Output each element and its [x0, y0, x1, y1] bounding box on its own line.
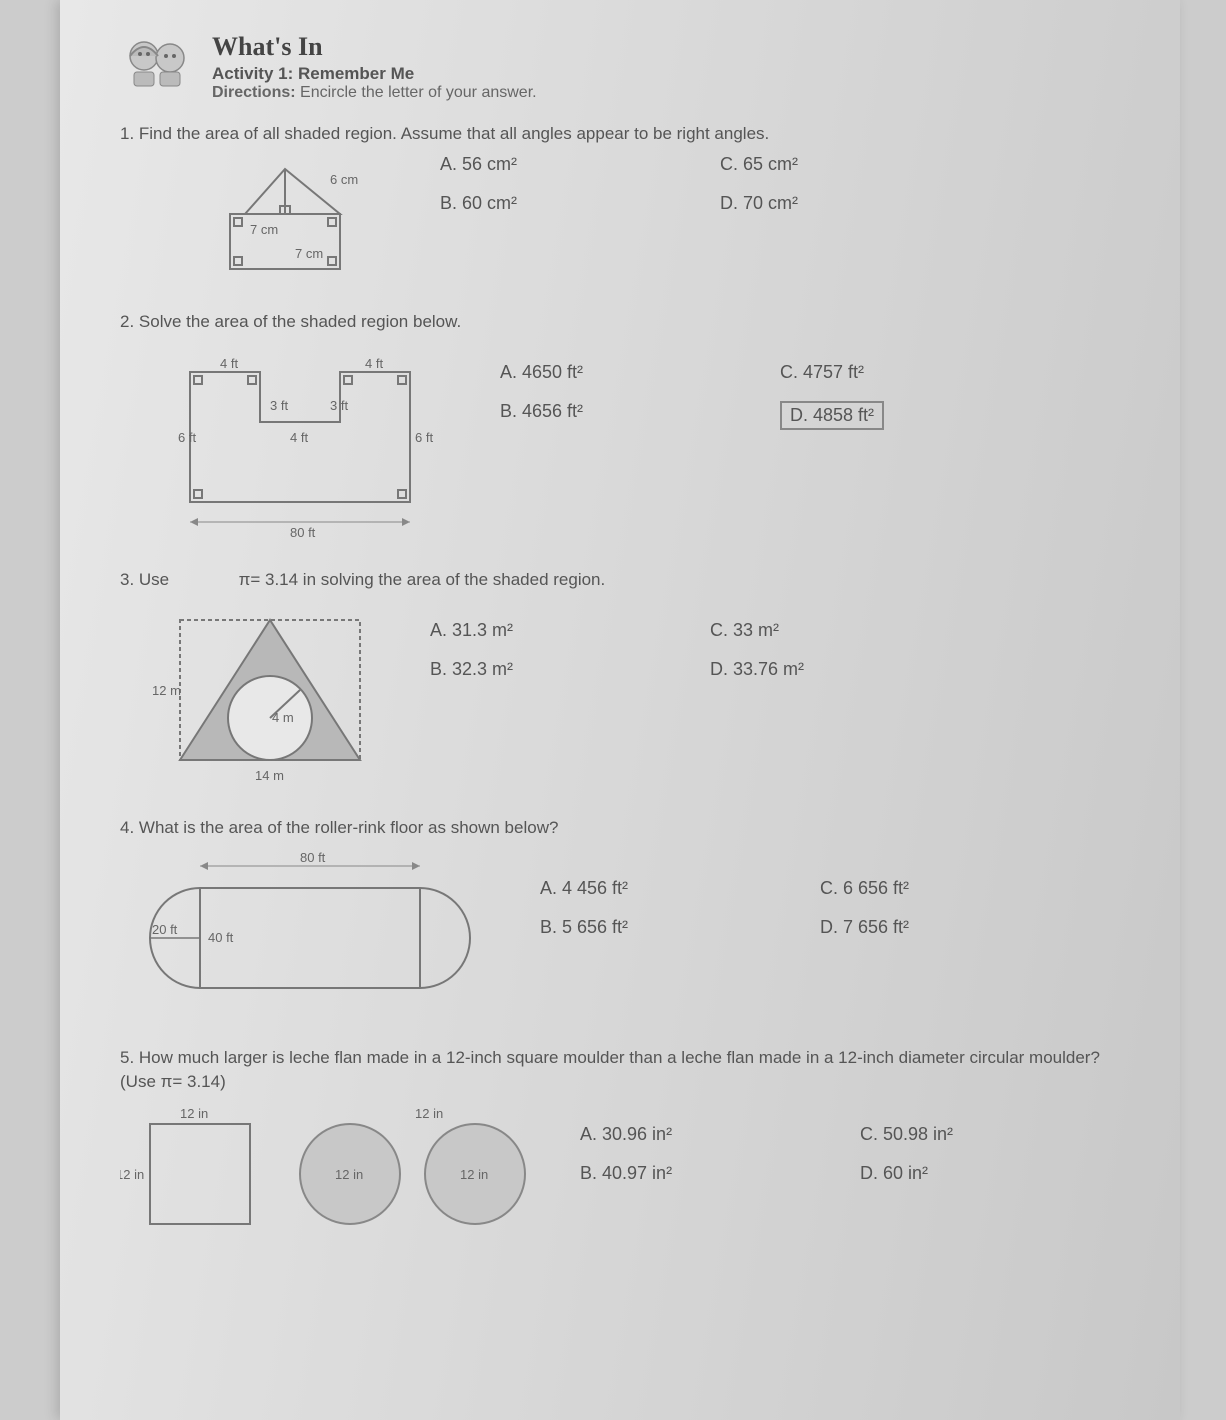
q3-text: 3. Use π= 3.14 in solving the area of th… — [120, 570, 1120, 590]
q5-options: A. 30.96 in² C. 50.98 in² B. 40.97 in² D… — [580, 1124, 1080, 1184]
q5-opt-d[interactable]: D. 60 in² — [860, 1163, 1080, 1184]
q3-diagram: 12 m 4 m 14 m — [150, 600, 390, 790]
q1-dim-mid: 7 cm — [250, 222, 278, 237]
q4-opt-a[interactable]: A. 4 456 ft² — [540, 878, 760, 899]
q5-opt-c[interactable]: C. 50.98 in² — [860, 1124, 1080, 1145]
q1-dim-bottom: 7 cm — [295, 246, 323, 261]
q1-text: 1. Find the area of all shaded region. A… — [120, 124, 1120, 144]
svg-text:4 ft: 4 ft — [290, 430, 308, 445]
q1-opt-c[interactable]: C. 65 cm² — [720, 154, 940, 175]
q2-text: 2. Solve the area of the shaded region b… — [120, 312, 1120, 332]
q1-diagram: 6 cm 7 cm 7 cm — [180, 154, 400, 284]
q3-options: A. 31.3 m² C. 33 m² B. 32.3 m² D. 33.76 … — [430, 620, 930, 680]
q2-opt-c[interactable]: C. 4757 ft² — [780, 362, 1000, 383]
header: What's In Activity 1: Remember Me Direct… — [120, 30, 1120, 102]
q2-diagram: 4 ft 4 ft 3 ft 3 ft 6 ft 6 ft 4 ft 80 ft — [160, 342, 460, 542]
q4-options: A. 4 456 ft² C. 6 656 ft² B. 5 656 ft² D… — [540, 878, 1040, 938]
q2-options: A. 4650 ft² C. 4757 ft² B. 4656 ft² D. 4… — [500, 362, 1000, 430]
q3-opt-d[interactable]: D. 33.76 m² — [710, 659, 930, 680]
q4-dim-r: 20 ft — [152, 922, 178, 937]
q1-opt-a[interactable]: A. 56 cm² — [440, 154, 660, 175]
q5-opt-b[interactable]: B. 40.97 in² — [580, 1163, 800, 1184]
svg-text:3 ft: 3 ft — [330, 398, 348, 413]
q5-dim-c1: 12 in — [335, 1167, 363, 1182]
q4-opt-b[interactable]: B. 5 656 ft² — [540, 917, 760, 938]
q5-diagram: 12 in 12 in 12 in 12 in 12 in — [120, 1104, 540, 1234]
q1-opt-d[interactable]: D. 70 cm² — [720, 193, 940, 214]
question-5: 5. How much larger is leche flan made in… — [120, 1046, 1120, 1234]
q5-dim-c1-top: 12 in — [415, 1106, 443, 1121]
q5-dim-c2: 12 in — [460, 1167, 488, 1182]
q3-opt-a[interactable]: A. 31.3 m² — [430, 620, 650, 641]
q2-opt-a[interactable]: A. 4650 ft² — [500, 362, 720, 383]
q1-dim-top: 6 cm — [330, 172, 358, 187]
mascot-icon — [120, 30, 200, 90]
q5-dim-sq-top: 12 in — [180, 1106, 208, 1121]
q4-diagram: 80 ft 20 ft 40 ft — [120, 848, 500, 1018]
question-4: 4. What is the area of the roller-rink f… — [120, 818, 1120, 1018]
question-1: 1. Find the area of all shaded region. A… — [120, 124, 1120, 284]
q3-dim-b: 14 m — [255, 768, 284, 783]
q4-dim-h: 40 ft — [208, 930, 234, 945]
directions-text: Encircle the letter of your answer. — [300, 84, 537, 101]
directions: Directions: Encircle the letter of your … — [212, 84, 537, 102]
q5-dim-sq-side: 12 in — [120, 1167, 144, 1182]
q2-opt-d[interactable]: D. 4858 ft² — [780, 401, 884, 430]
q3-opt-c[interactable]: C. 33 m² — [710, 620, 930, 641]
q3-text-post: π= 3.14 in solving the area of the shade… — [239, 570, 606, 589]
q5-text: 5. How much larger is leche flan made in… — [120, 1046, 1120, 1094]
directions-label: Directions: — [212, 84, 296, 101]
svg-text:4 ft: 4 ft — [365, 356, 383, 371]
title-block: What's In Activity 1: Remember Me Direct… — [212, 30, 537, 102]
q4-dim-top: 80 ft — [300, 850, 326, 865]
q4-text: 4. What is the area of the roller-rink f… — [120, 818, 1120, 838]
svg-text:4 ft: 4 ft — [220, 356, 238, 371]
question-2: 2. Solve the area of the shaded region b… — [120, 312, 1120, 542]
question-3: 3. Use π= 3.14 in solving the area of th… — [120, 570, 1120, 790]
q3-opt-b[interactable]: B. 32.3 m² — [430, 659, 650, 680]
q1-opt-b[interactable]: B. 60 cm² — [440, 193, 660, 214]
activity-subtitle: Activity 1: Remember Me — [212, 64, 537, 84]
q4-opt-d[interactable]: D. 7 656 ft² — [820, 917, 1040, 938]
q3-dim-r: 4 m — [272, 710, 294, 725]
q2-opt-b[interactable]: B. 4656 ft² — [500, 401, 720, 430]
q5-opt-a[interactable]: A. 30.96 in² — [580, 1124, 800, 1145]
q3-dim-h: 12 m — [152, 683, 181, 698]
svg-text:6 ft: 6 ft — [415, 430, 433, 445]
svg-text:6 ft: 6 ft — [178, 430, 196, 445]
main-title: What's In — [212, 32, 537, 62]
worksheet-page: What's In Activity 1: Remember Me Direct… — [60, 0, 1180, 1420]
svg-text:3 ft: 3 ft — [270, 398, 288, 413]
q1-options: A. 56 cm² C. 65 cm² B. 60 cm² D. 70 cm² — [440, 154, 940, 214]
q4-opt-c[interactable]: C. 6 656 ft² — [820, 878, 1040, 899]
q3-text-pre: 3. Use — [120, 570, 169, 589]
svg-text:80 ft: 80 ft — [290, 525, 316, 540]
